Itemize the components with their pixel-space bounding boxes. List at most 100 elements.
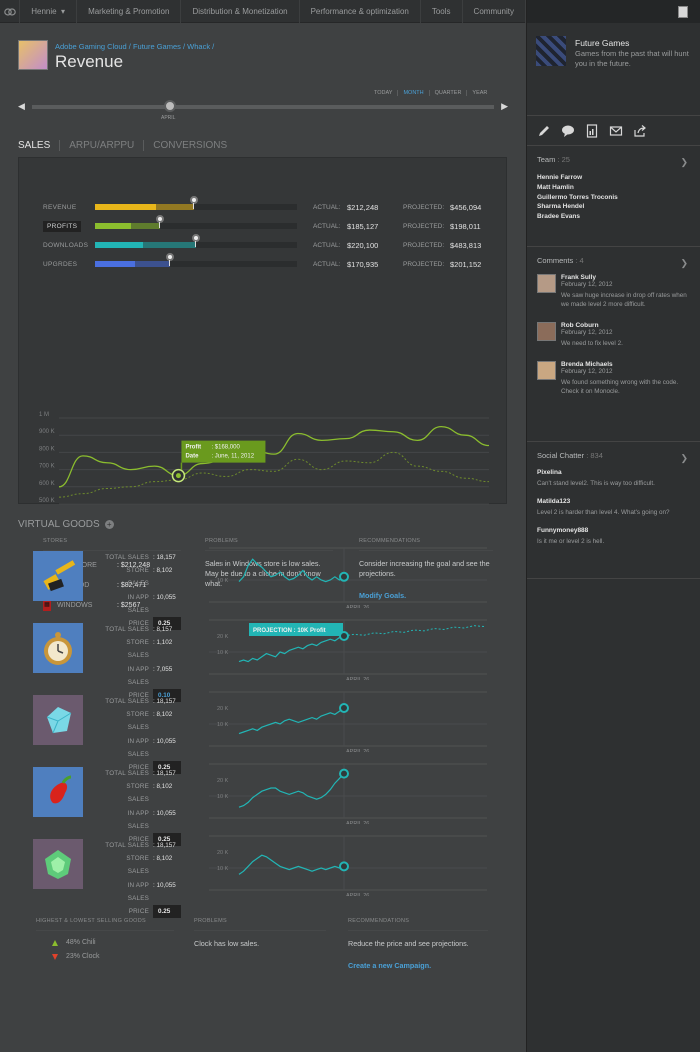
tab-conversions[interactable]: CONVERSIONS [153, 140, 228, 151]
sales-line [238, 854, 345, 875]
projected-label: PROJECTED: [403, 222, 445, 230]
price-field[interactable]: 0.25 [153, 905, 181, 919]
comment-author[interactable]: Rob Coburn [561, 322, 599, 329]
chevron-left-icon[interactable]: ◀ [18, 101, 25, 111]
comments-section: Comments : 4 ❯ Frank Sully February 12, 2… [527, 247, 700, 442]
stat-label: PRICE [128, 692, 149, 700]
virtual-good-row[interactable]: TOTAL SALES: 18,157 STORE SALES: 8,102 I… [33, 835, 503, 919]
period-today[interactable]: TODAY [369, 90, 399, 96]
date-label: APRIL 26 [346, 605, 369, 608]
period-quarter[interactable]: QUARTER [430, 90, 468, 96]
nav-tools[interactable]: Tools [421, 0, 463, 23]
sparkline-marker[interactable] [339, 768, 349, 779]
team-member[interactable]: Bradee Evans [537, 213, 580, 221]
emerald-icon [45, 850, 71, 879]
chevron-right-icon[interactable]: ❯ [680, 258, 688, 268]
projected-value: $198,011 [450, 221, 481, 231]
virtual-good-row[interactable]: TOTAL SALES: 18,157 STORE SALES: 8,102 I… [33, 691, 503, 775]
nav-marketing[interactable]: Marketing & Promotion [77, 0, 182, 23]
virtual-good-row[interactable]: TOTAL SALES: 18,157 STORE SALES: 8,102 I… [33, 763, 503, 847]
create-campaign-link[interactable]: Create a new Campaign. [348, 961, 432, 970]
virtual-good-row[interactable]: TOTAL SALES: 18,157 STORE SALES: 8,102 I… [33, 547, 503, 631]
breadcrumb[interactable]: Adobe Gaming Cloud / Future Games / Whac… [55, 42, 215, 51]
y-tick-label: 500 K [39, 498, 55, 504]
metric-pin-icon[interactable] [189, 196, 198, 209]
comment-author[interactable]: Frank Sully [561, 274, 597, 281]
modify-goals-link[interactable]: Modify Goals. [359, 591, 407, 600]
sales-sparkline: 20 K 10 K APRIL 26 [209, 763, 487, 824]
metric-pin-icon[interactable] [192, 234, 200, 247]
sparkline-marker[interactable] [339, 703, 349, 713]
y-tick-label: 20 K [217, 778, 229, 784]
tab-sales[interactable]: SALES [18, 140, 61, 151]
sidebar-toggle-icon[interactable] [678, 5, 688, 18]
timeline-track[interactable] [32, 105, 494, 109]
tooltip-text: : $168,000 [211, 445, 240, 451]
sparkline-marker[interactable] [339, 571, 349, 582]
team-member[interactable]: Sharma Hendel [537, 203, 585, 211]
sparkline-marker[interactable] [339, 861, 349, 872]
page-header: Adobe Gaming Cloud / Future Games / Whac… [18, 40, 214, 72]
metric-row[interactable]: UPGRDES ACTUAL: $170,935 PROJECTED: $201… [43, 253, 488, 269]
store-value: : $82,471 [117, 581, 147, 589]
revenue-line-chart: 1 M 900 K 800 K 700 K 600 K 500 K Profit: $168… [39, 412, 490, 505]
pencil-icon[interactable] [537, 124, 551, 138]
period-month[interactable]: MONTH [398, 90, 430, 96]
chevron-right-icon[interactable]: ▶ [501, 101, 508, 111]
virtual-good-image [33, 551, 83, 601]
stat-label: PRICE [128, 908, 149, 916]
y-tick-label: 900 K [39, 429, 55, 435]
cloud-logo-icon[interactable] [0, 0, 21, 23]
projected-value: $483,813 [450, 240, 482, 250]
problems-column: PROBLEMS Sales in Windows store is low s… [205, 538, 333, 589]
user-menu[interactable]: Hennie ▾ [20, 0, 78, 23]
virtual-good-row[interactable]: TOTAL SALES: 8,157 STORE SALES: 1,102 IN… [33, 619, 503, 703]
metric-pin-icon[interactable] [165, 253, 174, 266]
nav-performance[interactable]: Performance & optimization [300, 0, 421, 23]
chevron-right-icon[interactable]: ❯ [680, 157, 688, 167]
chatter-title: Social Chatter [537, 451, 585, 460]
total-sales-value: : 18,157 [153, 842, 176, 849]
team-member[interactable]: Matt Hamlin [537, 183, 574, 191]
timeline-slider[interactable]: ◀ APRIL ▶ [18, 100, 508, 121]
comment-icon[interactable] [561, 124, 575, 138]
chatter-user[interactable]: Matilda123 [537, 498, 571, 505]
price-field[interactable]: 0.25 [153, 833, 181, 847]
metric-label-text: REVENUE [43, 203, 77, 211]
metric-row[interactable]: PROFITS ACTUAL: $185,127 PROJECTED: $198… [43, 215, 488, 232]
store-sales-value: : 8,102 [153, 711, 173, 719]
game-card: Future Games Games from the past that wi… [527, 23, 700, 116]
period-year[interactable]: YEAR [472, 90, 488, 96]
store-value: : $212,248 [117, 561, 151, 569]
timeline-handle[interactable] [164, 100, 176, 112]
chatter-user[interactable]: Pixelina [537, 469, 562, 476]
chatter-text: Can't stand level2. This is way too diff… [537, 480, 655, 487]
metric-row[interactable]: REVENUE ACTUAL: $212,248 PROJECTED: $456… [43, 196, 488, 212]
gem-icon [46, 707, 72, 734]
add-icon[interactable]: + [104, 520, 114, 529]
team-member[interactable]: Guillermo Torres Troconis [537, 193, 618, 201]
mail-icon[interactable] [609, 124, 623, 138]
report-icon[interactable] [585, 123, 599, 138]
chevron-right-icon[interactable]: ❯ [680, 453, 688, 463]
stat-label: IN APP SALES [127, 737, 149, 758]
sparkline-marker[interactable] [339, 631, 349, 641]
comment-author[interactable]: Brenda Michaels [561, 361, 613, 368]
nav-community[interactable]: Community [463, 0, 526, 23]
team-heading: Team : 25 [537, 155, 690, 164]
metric-bar-projection [131, 223, 160, 229]
comment: Frank Sully February 12, 2012 We saw huge … [537, 274, 690, 309]
tab-arpu[interactable]: ARPU/ARPPU [69, 140, 145, 151]
metric-pin-icon[interactable] [155, 215, 164, 228]
inapp-sales-value: : 10,055 [153, 593, 176, 601]
team-member[interactable]: Hennie Farrow [537, 174, 583, 181]
price-field[interactable]: 0.10 [153, 689, 181, 703]
price-field[interactable]: 0.25 [153, 761, 181, 775]
share-icon[interactable] [633, 124, 647, 138]
chatter-user[interactable]: Funnymoney888 [537, 527, 589, 534]
stat-label: IN APP SALES [127, 665, 149, 686]
stores-heading: STORES [43, 538, 181, 551]
price-field[interactable]: 0.25 [153, 617, 181, 631]
metric-row[interactable]: DOWNLOADS ACTUAL: $220,100 PROJECTED: $4… [43, 234, 488, 250]
nav-distribution[interactable]: Distribution & Monetization [181, 0, 300, 23]
